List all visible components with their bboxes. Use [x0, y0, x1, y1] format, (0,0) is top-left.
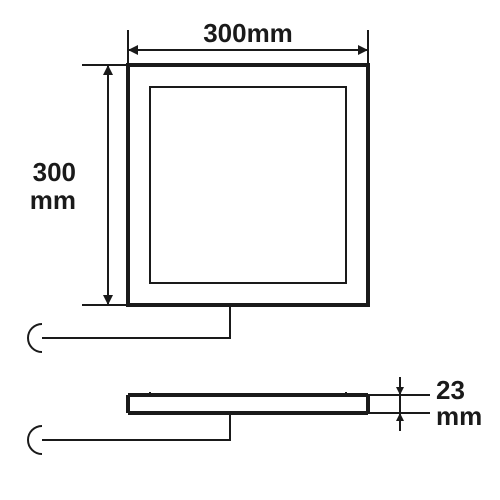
dimension-width: 300mm: [128, 18, 368, 65]
lead-symbol-front: [28, 305, 230, 352]
height-label-unit: mm: [30, 185, 76, 215]
connector-arc-icon: [28, 426, 42, 454]
connector-arc-icon: [28, 324, 42, 352]
height-label-value: 300: [33, 157, 76, 187]
lead-symbol-side: [28, 413, 230, 454]
arrowhead-icon: [358, 45, 368, 55]
arrowhead-icon: [396, 413, 404, 421]
lead-wire: [42, 305, 230, 338]
panel-diffuser: [150, 87, 346, 283]
dimension-height: 300 mm: [30, 65, 128, 305]
width-label: 300mm: [203, 18, 293, 48]
side-view: [128, 392, 368, 413]
thickness-label-unit: mm: [436, 401, 482, 431]
front-view: [128, 65, 368, 305]
arrowhead-icon: [396, 387, 404, 395]
arrowhead-icon: [103, 65, 113, 75]
arrowhead-icon: [128, 45, 138, 55]
panel-outer-frame: [128, 65, 368, 305]
dimension-thickness: 23 mm: [368, 375, 482, 431]
dimension-drawing: 300mm 300 mm 23 mm: [0, 0, 500, 500]
arrowhead-icon: [103, 295, 113, 305]
lead-wire: [42, 413, 230, 440]
